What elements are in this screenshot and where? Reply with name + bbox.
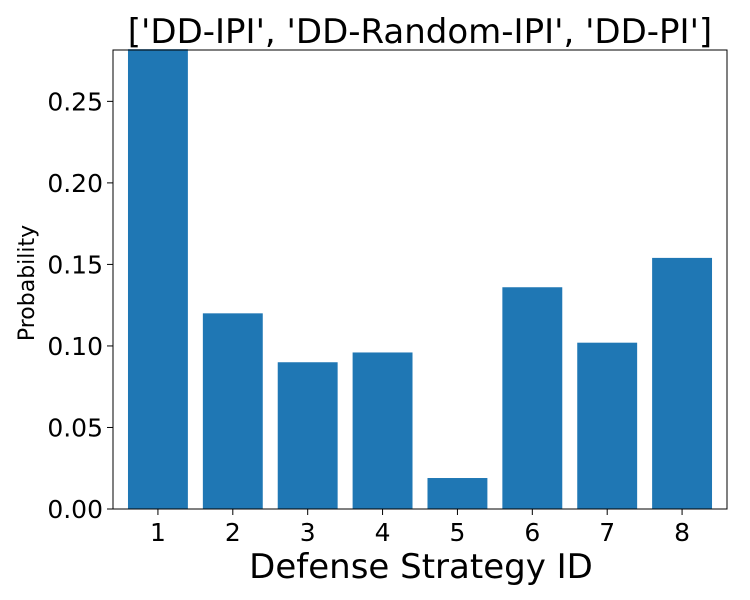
bar-6 xyxy=(502,287,563,509)
y-axis-label: Probability xyxy=(15,225,40,341)
y-axis: 0.00 0.05 0.10 0.15 0.20 0.25 xyxy=(47,87,113,524)
bar-7 xyxy=(577,342,638,509)
plot-frame xyxy=(112,49,728,510)
x-tick-label: 7 xyxy=(599,518,615,547)
x-tick-label: 6 xyxy=(524,518,540,547)
bar-1 xyxy=(127,49,188,509)
x-tick-label: 5 xyxy=(449,518,465,547)
bar-2 xyxy=(202,313,263,509)
x-tick-label: 8 xyxy=(674,518,690,547)
x-axis: 1 2 3 4 5 6 7 8 xyxy=(150,509,690,547)
bar-5 xyxy=(427,478,488,509)
chart-title: ['DD-IPI', 'DD-Random-IPI', 'DD-PI'] xyxy=(128,12,712,52)
y-tick-label: 0.25 xyxy=(47,87,103,116)
y-tick-label: 0.15 xyxy=(47,250,103,279)
y-tick-label: 0.05 xyxy=(47,413,103,442)
x-tick-label: 3 xyxy=(300,518,316,547)
bar-3 xyxy=(277,362,338,509)
bar-8 xyxy=(652,257,713,509)
y-tick-label: 0.00 xyxy=(47,495,103,524)
x-tick-label: 1 xyxy=(150,518,166,547)
bars-group xyxy=(127,49,713,509)
y-tick-label: 0.10 xyxy=(47,332,103,361)
y-tick-label: 0.20 xyxy=(47,169,103,198)
x-axis-label: Defense Strategy ID xyxy=(249,547,593,587)
x-tick-label: 4 xyxy=(375,518,391,547)
bar-4 xyxy=(352,352,413,509)
x-tick-label: 2 xyxy=(225,518,241,547)
